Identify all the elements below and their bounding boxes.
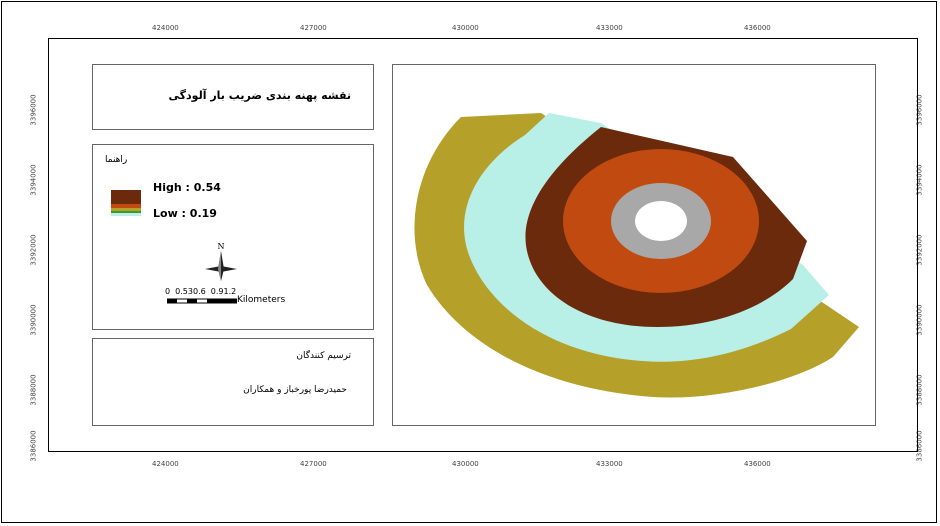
x-label-bottom-2: 427000 — [300, 460, 327, 468]
x-label-bottom-3: 430000 — [452, 460, 479, 468]
map-canvas — [392, 64, 876, 426]
x-label-top-3: 430000 — [452, 24, 479, 32]
ramp-mid-high — [111, 204, 141, 208]
map-frame — [48, 38, 918, 452]
north-arrow-icon: N — [205, 242, 237, 281]
y-label-left-4: 3390000 — [29, 304, 38, 336]
x-label-top-5: 436000 — [744, 24, 771, 32]
pollution-zones-map — [414, 113, 859, 398]
y-label-left-3: 3392000 — [29, 234, 38, 266]
credits-names: حمیدرضا پورخباز و همکاران — [243, 385, 347, 395]
y-label-left-1: 3396000 — [29, 94, 38, 126]
x-label-bottom-4: 433000 — [596, 460, 623, 468]
ramp-high — [111, 190, 141, 204]
ramp-mid — [111, 208, 141, 211]
ramp-mid-low — [111, 211, 141, 213]
zone-center — [635, 201, 687, 241]
credits-heading: ترسیم کنندگان — [296, 351, 351, 361]
x-label-top-4: 433000 — [596, 24, 623, 32]
legend-color-ramp — [111, 190, 141, 216]
legend-low-label: Low : 0.19 — [153, 207, 217, 220]
north-label: N — [218, 242, 225, 251]
legend-high-label: High : 0.54 — [153, 181, 221, 194]
title-box: نقشه پهنه بندی ضریب بار آلودگی — [92, 64, 374, 130]
legend-box: راهنما High : 0.54 Low : 0.19 N 0 0.530.… — [92, 144, 374, 330]
y-label-left-6: 3386000 — [29, 430, 38, 462]
x-label-top-1: 424000 — [152, 24, 179, 32]
x-label-bottom-1: 424000 — [152, 460, 179, 468]
map-title: نقشه پهنه بندی ضریب بار آلودگی — [168, 89, 351, 102]
x-label-top-2: 427000 — [300, 24, 327, 32]
scale-bar-text: 0 0.530.6 0.91.2 — [165, 287, 237, 296]
credits-box: ترسیم کنندگان حمیدرضا پورخباز و همکاران — [92, 338, 374, 426]
x-label-bottom-5: 436000 — [744, 460, 771, 468]
scale-bar-unit: Kilometers — [237, 295, 286, 305]
legend-title: راهنما — [105, 155, 128, 165]
y-label-left-5: 3388000 — [29, 374, 38, 406]
ramp-low — [111, 213, 141, 216]
scale-bar — [167, 298, 237, 304]
y-label-left-2: 3394000 — [29, 164, 38, 196]
